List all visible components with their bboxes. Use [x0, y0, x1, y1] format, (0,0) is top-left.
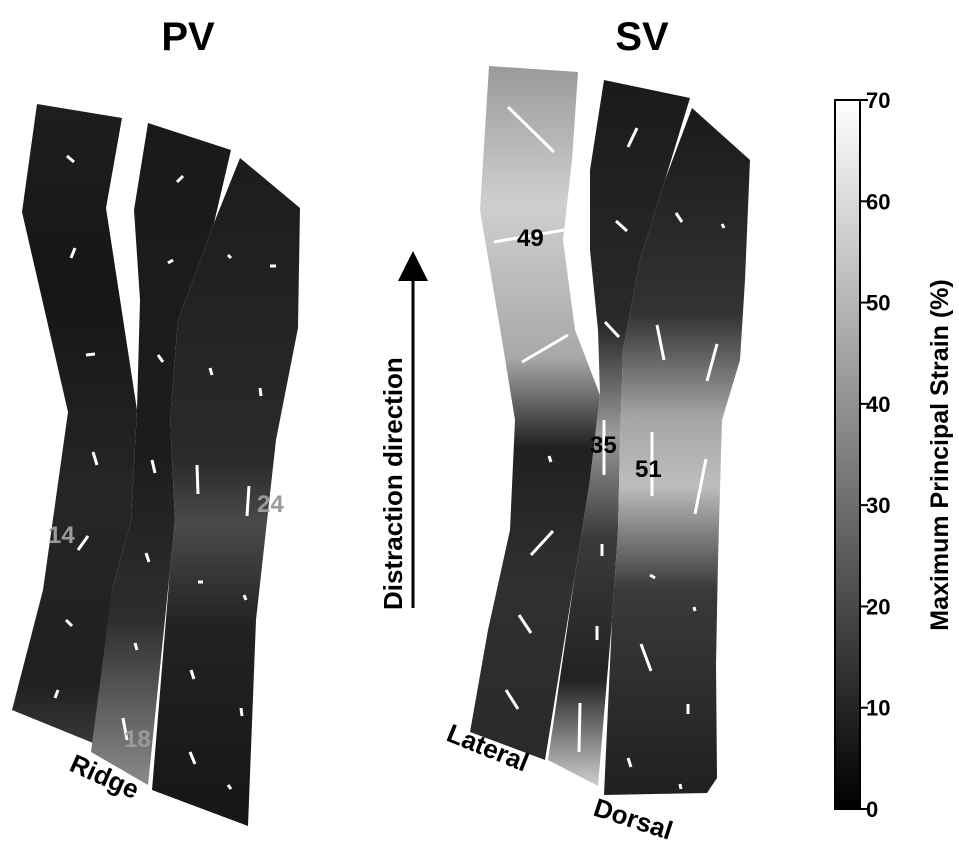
colorbar-tick-label: 30: [866, 493, 890, 518]
pv-strain-ticks: [53, 154, 276, 790]
pv-strip-3: [152, 158, 300, 826]
colorbar: 0 10 20 30 40 50 60 70 Maximum Principal Strain…: [834, 88, 954, 822]
colorbar-tick-label: 70: [866, 88, 890, 113]
colorbar-tick-label: 50: [866, 291, 890, 316]
colorbar-tick-label: 60: [866, 189, 890, 214]
pv-strip-1: [12, 104, 137, 745]
pv-annotation-24: 24: [257, 491, 284, 518]
distraction-arrow: Distraction direction: [378, 251, 428, 610]
colorbar-tick-label: 10: [866, 696, 890, 721]
pv-panel: 14 18 24 Ridge: [12, 104, 300, 826]
sv-panel: 49 35 51 Lateral Dorsal: [443, 66, 750, 846]
sv-annotation-35: 35: [590, 432, 617, 459]
sv-strain-ticks: [493, 105, 726, 790]
pv-strip-2: [91, 123, 231, 785]
colorbar-tick-label: 20: [866, 594, 890, 619]
arrow-label: Distraction direction: [378, 357, 408, 610]
sv-label-dorsal: Dorsal: [590, 792, 676, 846]
colorbar-tick-label: 40: [866, 392, 890, 417]
colorbar-gradient: [834, 99, 861, 810]
sv-strip-3: [604, 108, 750, 795]
colorbar-label: Maximum Principal Strain (%): [926, 279, 954, 630]
colorbar-ticks: 0 10 20 30 40 50 60 70: [860, 88, 890, 822]
pv-title: PV: [161, 15, 215, 59]
pv-annotation-18: 18: [124, 726, 151, 753]
pv-annotation-14: 14: [48, 522, 75, 549]
sv-annotation-49: 49: [517, 225, 544, 252]
sv-title: SV: [615, 15, 669, 59]
sv-annotation-51: 51: [635, 456, 662, 483]
colorbar-tick-label: 0: [866, 797, 878, 822]
sv-strip-2: [548, 80, 690, 786]
